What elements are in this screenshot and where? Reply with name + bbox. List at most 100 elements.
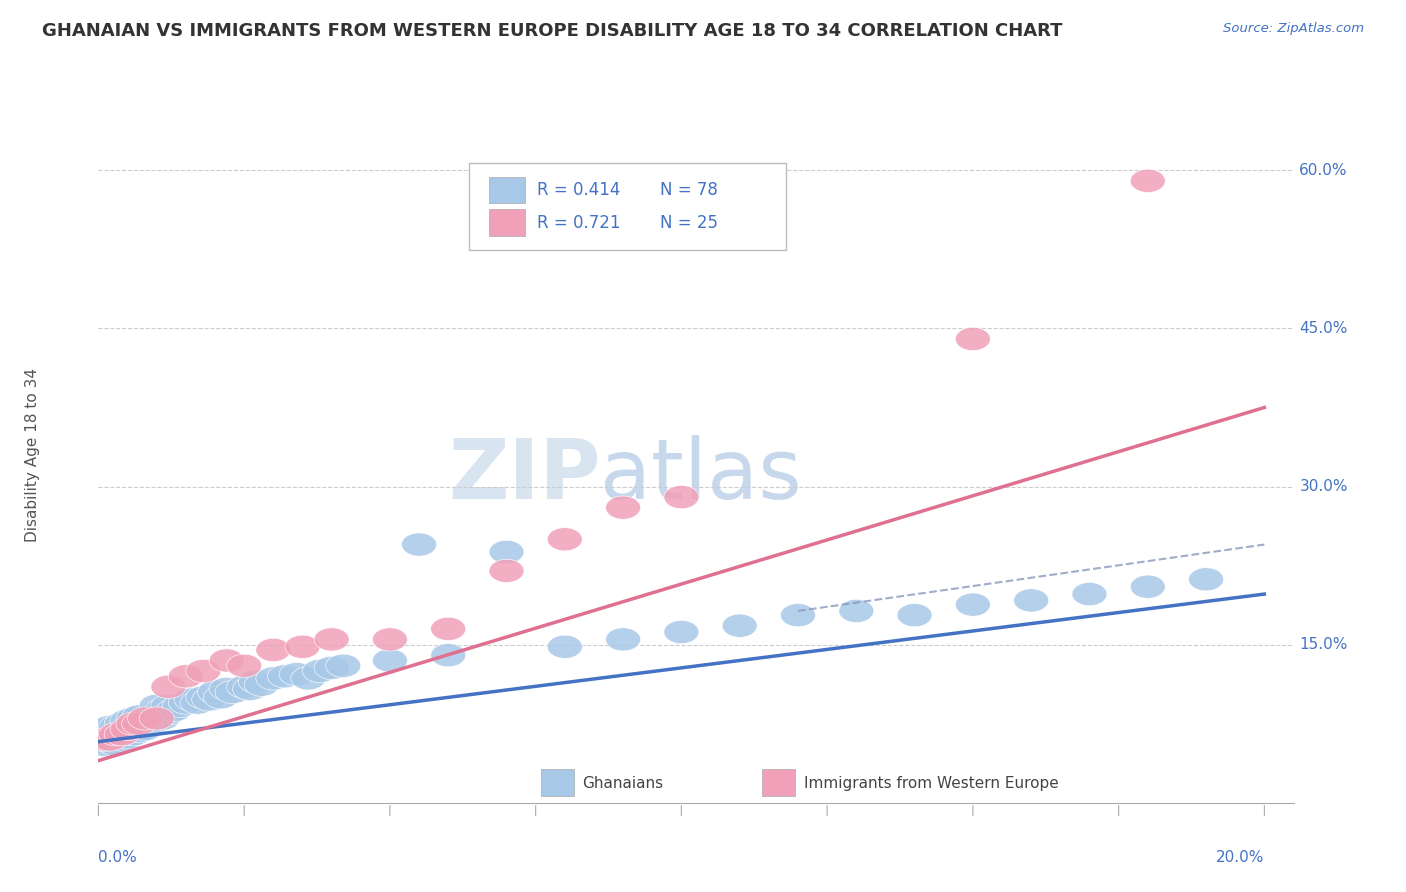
Ellipse shape	[115, 723, 150, 746]
Ellipse shape	[204, 686, 239, 709]
Ellipse shape	[93, 723, 128, 746]
Ellipse shape	[664, 621, 699, 644]
Ellipse shape	[122, 705, 156, 728]
Ellipse shape	[326, 654, 361, 677]
Ellipse shape	[98, 720, 134, 743]
Ellipse shape	[93, 715, 128, 739]
Ellipse shape	[664, 485, 699, 508]
Ellipse shape	[93, 720, 128, 743]
Ellipse shape	[215, 681, 250, 704]
Ellipse shape	[150, 675, 186, 698]
Ellipse shape	[723, 614, 758, 637]
FancyBboxPatch shape	[489, 177, 524, 203]
Ellipse shape	[547, 528, 582, 551]
Ellipse shape	[98, 726, 134, 749]
Ellipse shape	[93, 726, 128, 749]
Ellipse shape	[174, 688, 209, 711]
Ellipse shape	[98, 733, 134, 756]
Ellipse shape	[267, 665, 302, 688]
Ellipse shape	[139, 702, 174, 725]
Ellipse shape	[87, 728, 122, 751]
Text: ZIP: ZIP	[449, 435, 600, 516]
Ellipse shape	[256, 667, 291, 690]
Ellipse shape	[104, 723, 139, 746]
Ellipse shape	[169, 665, 204, 688]
FancyBboxPatch shape	[762, 770, 796, 796]
Ellipse shape	[209, 677, 245, 700]
Ellipse shape	[139, 694, 174, 717]
Ellipse shape	[256, 639, 291, 662]
Ellipse shape	[122, 720, 156, 743]
Text: N = 78: N = 78	[661, 181, 718, 199]
FancyBboxPatch shape	[470, 162, 786, 250]
Text: 60.0%: 60.0%	[1299, 163, 1348, 178]
Ellipse shape	[489, 559, 524, 582]
Ellipse shape	[1130, 575, 1166, 599]
Text: GHANAIAN VS IMMIGRANTS FROM WESTERN EUROPE DISABILITY AGE 18 TO 34 CORRELATION C: GHANAIAN VS IMMIGRANTS FROM WESTERN EURO…	[42, 22, 1063, 40]
Text: R = 0.414: R = 0.414	[537, 181, 620, 199]
Ellipse shape	[226, 675, 262, 698]
Ellipse shape	[115, 712, 150, 735]
Ellipse shape	[1188, 567, 1223, 591]
Ellipse shape	[1130, 169, 1166, 193]
Ellipse shape	[956, 327, 990, 351]
Ellipse shape	[110, 715, 145, 739]
Ellipse shape	[169, 691, 204, 714]
Ellipse shape	[150, 702, 186, 725]
Ellipse shape	[239, 670, 273, 693]
Ellipse shape	[110, 709, 145, 732]
Ellipse shape	[191, 688, 226, 711]
Text: atlas: atlas	[600, 435, 801, 516]
Ellipse shape	[430, 644, 465, 667]
Ellipse shape	[209, 648, 245, 672]
Ellipse shape	[430, 617, 465, 640]
Ellipse shape	[839, 599, 873, 623]
Ellipse shape	[98, 715, 134, 739]
Ellipse shape	[128, 706, 163, 730]
Ellipse shape	[98, 723, 134, 746]
Ellipse shape	[956, 593, 990, 616]
Ellipse shape	[373, 648, 408, 672]
Ellipse shape	[110, 726, 145, 749]
FancyBboxPatch shape	[489, 210, 524, 235]
Ellipse shape	[139, 706, 174, 730]
Ellipse shape	[110, 720, 145, 743]
Ellipse shape	[104, 717, 139, 740]
Ellipse shape	[98, 730, 134, 753]
Ellipse shape	[291, 667, 326, 690]
Ellipse shape	[180, 691, 215, 714]
Ellipse shape	[1071, 582, 1107, 606]
Text: Immigrants from Western Europe: Immigrants from Western Europe	[804, 776, 1059, 791]
Ellipse shape	[93, 728, 128, 751]
Ellipse shape	[302, 659, 337, 682]
Ellipse shape	[87, 723, 122, 746]
Ellipse shape	[87, 717, 122, 740]
Ellipse shape	[402, 533, 436, 556]
Ellipse shape	[186, 659, 221, 682]
Ellipse shape	[104, 723, 139, 746]
Ellipse shape	[87, 728, 122, 751]
Ellipse shape	[547, 635, 582, 658]
Ellipse shape	[87, 733, 122, 756]
Ellipse shape	[134, 712, 169, 735]
Ellipse shape	[314, 628, 349, 651]
Ellipse shape	[122, 712, 156, 735]
Ellipse shape	[1014, 589, 1049, 612]
Text: 45.0%: 45.0%	[1299, 321, 1348, 336]
Ellipse shape	[122, 712, 156, 735]
Text: 30.0%: 30.0%	[1299, 479, 1348, 494]
Ellipse shape	[280, 663, 314, 686]
Ellipse shape	[606, 628, 641, 651]
Ellipse shape	[314, 657, 349, 680]
Text: 0.0%: 0.0%	[98, 850, 138, 865]
Text: 15.0%: 15.0%	[1299, 637, 1348, 652]
Ellipse shape	[115, 706, 150, 730]
Ellipse shape	[897, 604, 932, 627]
Ellipse shape	[104, 728, 139, 751]
Ellipse shape	[145, 706, 180, 730]
Text: Disability Age 18 to 34: Disability Age 18 to 34	[25, 368, 41, 542]
Ellipse shape	[104, 712, 139, 735]
Ellipse shape	[489, 541, 524, 564]
Ellipse shape	[134, 705, 169, 728]
Text: Ghanaians: Ghanaians	[582, 776, 664, 791]
